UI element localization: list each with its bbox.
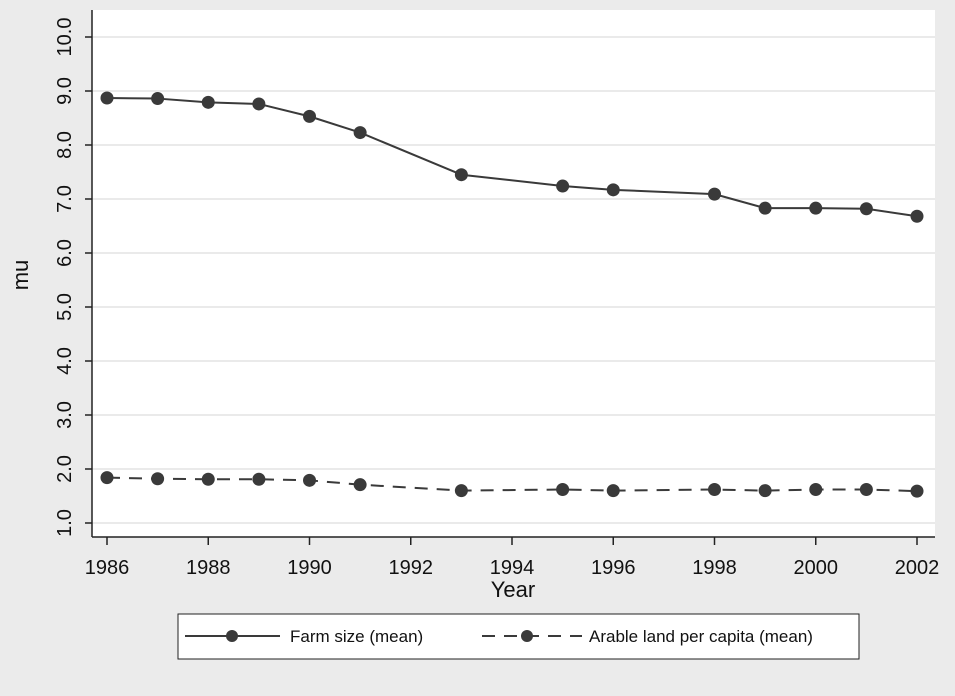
legend-box [177, 613, 860, 660]
legend-marker-farm-size [226, 630, 238, 642]
x-tick-label: 1994 [490, 557, 535, 579]
data-point [201, 95, 215, 109]
data-point [859, 483, 873, 497]
data-point [708, 187, 721, 201]
data-point [910, 484, 924, 498]
y-tick-label: 1.0 [54, 509, 76, 537]
x-axis-title: Year [491, 577, 535, 602]
x-tick-label: 2002 [895, 557, 940, 579]
data-point [353, 478, 367, 492]
x-tick-label: 1992 [389, 557, 434, 579]
series-layer [100, 91, 924, 498]
data-point [454, 168, 468, 182]
data-point [252, 97, 266, 111]
data-point [252, 472, 266, 486]
y-axis-ticks: 1.0 2.0 3.0 4.0 5.0 6.0 7.0 8.0 9.0 10.0 [54, 18, 92, 537]
legend-label-farm-size: Farm size (mean) [290, 627, 423, 646]
y-tick-label: 9.0 [54, 77, 76, 105]
x-tick-label: 1996 [591, 557, 636, 579]
x-axis-ticks: 1986 1988 1990 1992 1994 1996 1998 2000 2002 [85, 537, 940, 579]
y-tick-label: 2.0 [54, 455, 76, 483]
data-point [556, 483, 570, 497]
legend: Farm size (mean) Arable land per capita … [177, 613, 860, 660]
x-tick-label: 1990 [287, 557, 332, 579]
x-tick-label: 1988 [186, 557, 231, 579]
data-point [353, 126, 367, 140]
x-tick-label: 2000 [794, 557, 839, 579]
data-point [809, 483, 823, 497]
data-point [303, 109, 316, 123]
data-point [151, 472, 165, 486]
data-point [708, 483, 721, 497]
x-tick-label: 1986 [85, 557, 130, 579]
data-point [758, 484, 772, 498]
y-tick-label: 10.0 [54, 18, 76, 57]
data-point [606, 484, 620, 498]
y-tick-label: 8.0 [54, 131, 76, 159]
x-tick-label: 1998 [692, 557, 737, 579]
data-point [606, 183, 620, 197]
data-point [303, 473, 316, 487]
data-point [556, 179, 570, 193]
series-line-1 [106, 476, 918, 493]
y-axis-title: mu [8, 260, 33, 291]
data-point [100, 91, 114, 105]
legend-marker-arable-land [521, 630, 533, 642]
y-tick-label: 6.0 [54, 239, 76, 267]
y-tick-label: 5.0 [54, 293, 76, 321]
y-tick-label: 4.0 [54, 347, 76, 375]
plot-area [92, 10, 935, 537]
data-point [910, 209, 924, 223]
data-point [809, 201, 823, 215]
data-point [201, 472, 215, 486]
legend-label-arable-land: Arable land per capita (mean) [589, 627, 813, 646]
data-point [454, 484, 468, 498]
data-point [758, 201, 772, 215]
data-point [151, 92, 165, 106]
gridlines [92, 36, 935, 524]
y-tick-label: 3.0 [54, 401, 76, 429]
series-line-0 [106, 97, 918, 218]
data-point [100, 471, 114, 485]
data-point [859, 202, 873, 216]
y-tick-label: 7.0 [54, 185, 76, 213]
